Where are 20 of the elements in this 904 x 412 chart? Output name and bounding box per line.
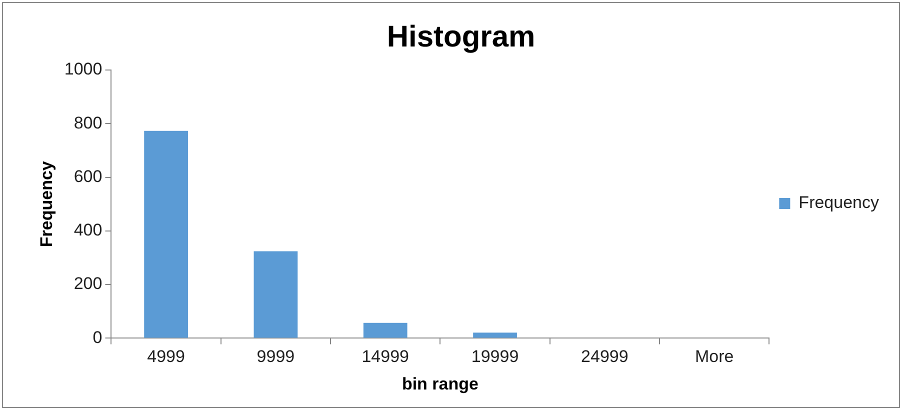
y-tick-label: 0 xyxy=(92,328,102,347)
x-tick-label: 4999 xyxy=(147,347,185,366)
y-tick-label: 800 xyxy=(74,113,102,132)
chart-title: Histogram xyxy=(386,20,536,54)
x-tick-label: 9999 xyxy=(256,347,295,366)
bar xyxy=(473,332,517,338)
y-tick-label: 600 xyxy=(74,166,102,186)
x-tick-label: 19999 xyxy=(471,347,519,366)
x-axis-title: bin range xyxy=(402,374,478,394)
y-axis-title: Frequency xyxy=(36,160,56,248)
x-tick-label: More xyxy=(694,347,734,366)
x-tick-label: 14999 xyxy=(362,347,410,366)
bar xyxy=(363,322,408,338)
legend-label: Frequency xyxy=(798,193,880,212)
bar xyxy=(144,130,188,338)
y-tick-label: 200 xyxy=(74,274,102,294)
y-tick-label: 1000 xyxy=(64,60,102,79)
x-tick-label: 24999 xyxy=(581,347,628,366)
bar xyxy=(254,251,298,338)
y-tick-label: 400 xyxy=(74,220,102,240)
